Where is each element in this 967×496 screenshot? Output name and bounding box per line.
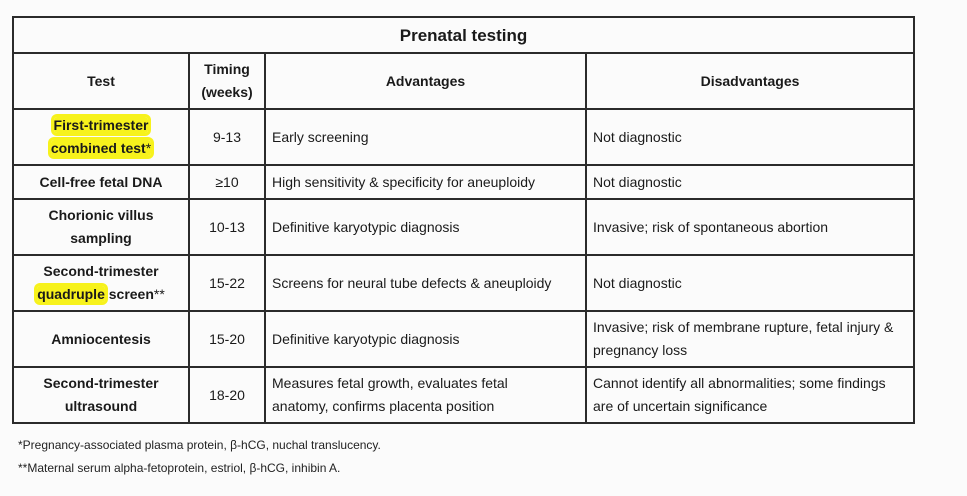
timing-cell: 15-22 — [188, 254, 266, 312]
advantages-cell: Early screening — [264, 108, 587, 166]
test-name-line2: combined test — [50, 140, 146, 156]
header-disadvantages: Disadvantages — [584, 52, 916, 110]
test-cell: Amniocentesis — [12, 310, 190, 368]
advantages-cell: Definitive karyotypic diagnosis — [264, 310, 587, 368]
table-row: First-trimester combined test* 9-13 Early… — [12, 108, 916, 166]
disadvantages-cell: Not diagnostic — [584, 254, 916, 312]
table-row: Second-trimester ultrasound 18-20 Measur… — [12, 366, 916, 424]
test-name-line2: sampling — [70, 230, 132, 246]
test-name-line1: First-trimester — [53, 117, 149, 133]
advantages-cell: High sensitivity & specificity for aneup… — [264, 164, 587, 200]
test-cell: Cell-free fetal DNA — [12, 164, 190, 200]
timing-cell: ≥10 — [188, 164, 266, 200]
disadvantages-cell: Invasive; risk of spontaneous abortion — [584, 198, 916, 256]
disadvantages-line1: Invasive; risk of membrane rupture, feta… — [593, 319, 894, 335]
test-cell: Chorionic villus sampling — [12, 198, 190, 256]
table-row: Cell-free fetal DNA ≥10 High sensitivity… — [12, 164, 916, 200]
test-name-line1: Second-trimester — [43, 375, 159, 391]
footnote-mark: * — [145, 140, 152, 156]
test-name-line2: ultrasound — [64, 398, 138, 414]
table-row: Amniocentesis 15-20 Definitive karyotypi… — [12, 310, 916, 368]
advantages-cell: Definitive karyotypic diagnosis — [264, 198, 587, 256]
header-row: Test Timing (weeks) Advantages Disadvant… — [12, 52, 916, 110]
disadvantages-cell: Not diagnostic — [584, 108, 916, 166]
prenatal-testing-table: Prenatal testing Test Timing (weeks) Adv… — [11, 16, 916, 424]
disadvantages-line2: pregnancy loss — [593, 342, 688, 358]
footnote: **Maternal serum alpha-fetoprotein, estr… — [18, 461, 341, 475]
test-name-line1: Chorionic villus — [48, 207, 154, 223]
disadvantages-cell: Not diagnostic — [584, 164, 916, 200]
highlight: First-trimester combined test* — [50, 117, 152, 156]
advantages-line1: Measures fetal growth, evaluates fetal — [272, 375, 508, 391]
timing-cell: 10-13 — [188, 198, 266, 256]
prenatal-testing-figure: Prenatal testing Test Timing (weeks) Adv… — [11, 16, 916, 480]
timing-cell: 18-20 — [188, 366, 266, 424]
disadvantages-cell: Invasive; risk of membrane rupture, feta… — [584, 310, 916, 368]
test-cell: Second-trimester quadruple screen** — [12, 254, 190, 312]
header-timing-line2: (weeks) — [201, 84, 253, 100]
disadvantages-cell: Cannot identify all abnormalities; some … — [584, 366, 916, 424]
disadvantages-line1: Cannot identify all abnormalities; some … — [593, 375, 886, 391]
footnote-mark: ** — [153, 286, 165, 302]
table-title: Prenatal testing — [11, 16, 916, 54]
advantages-cell: Measures fetal growth, evaluates fetal a… — [264, 366, 587, 424]
footnote: *Pregnancy-associated plasma protein, β-… — [18, 438, 381, 452]
advantages-line2: anatomy, confirms placenta position — [272, 398, 495, 414]
header-timing-line1: Timing — [204, 61, 250, 77]
header-advantages: Advantages — [264, 52, 587, 110]
test-name-line2: screen — [104, 286, 154, 302]
disadvantages-line2: are of uncertain significance — [593, 398, 768, 414]
footnotes: *Pregnancy-associated plasma protein, β-… — [12, 434, 913, 480]
table-row: Chorionic villus sampling 10-13 Definiti… — [12, 198, 916, 256]
table-row: Second-trimester quadruple screen** 15-2… — [12, 254, 916, 312]
test-cell: First-trimester combined test* — [12, 108, 190, 166]
test-cell: Second-trimester ultrasound — [12, 366, 190, 424]
test-name-line1: Second-trimester — [43, 263, 159, 279]
advantages-cell: Screens for neural tube defects & aneupl… — [264, 254, 587, 312]
timing-cell: 9-13 — [188, 108, 266, 166]
header-timing: Timing (weeks) — [188, 52, 266, 110]
timing-cell: 15-20 — [188, 310, 266, 368]
highlight: quadruple — [37, 286, 105, 302]
header-test: Test — [12, 52, 190, 110]
